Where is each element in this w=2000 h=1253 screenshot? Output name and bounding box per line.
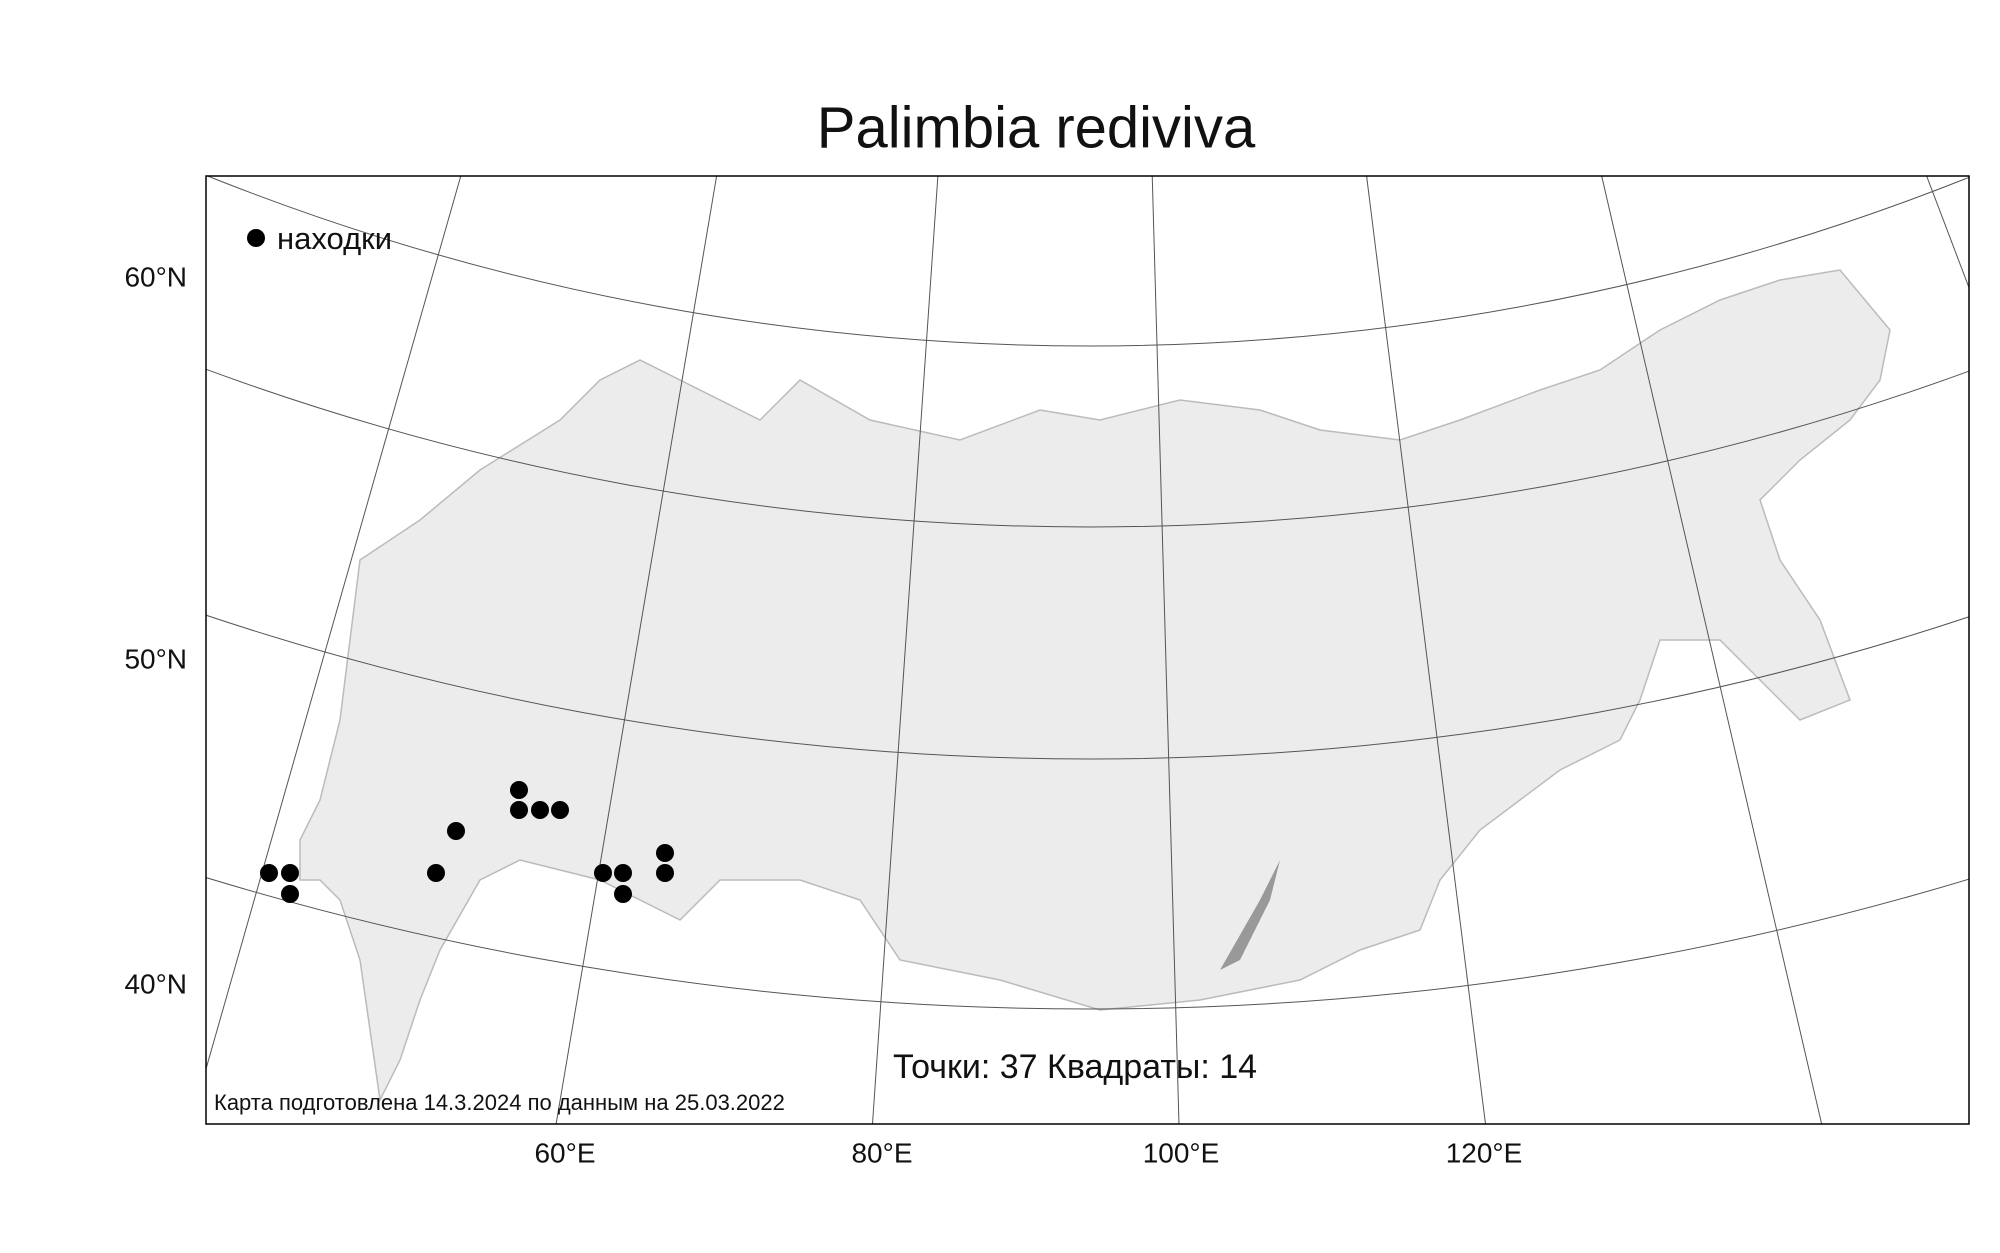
lon-label: 80°E (851, 1137, 912, 1168)
lat-label: 60°N (124, 261, 187, 292)
lat-label: 50°N (124, 643, 187, 674)
lat-label: 40°N (124, 968, 187, 999)
lon-label: 100°E (1143, 1137, 1220, 1168)
lon-label: 60°E (534, 1137, 595, 1168)
lon-label: 120°E (1446, 1137, 1523, 1168)
legend-label: находки (277, 221, 392, 256)
stats: Точки: 37 Квадраты: 14 (893, 1048, 1257, 1086)
legend-marker (247, 229, 265, 247)
land (299, 269, 1891, 1103)
map-title: Palimbia rediviva (817, 95, 1256, 160)
frame (205, 175, 1970, 1125)
finds (260, 781, 674, 903)
map-body (206, 176, 1969, 1124)
footer: Карта подготовлена 14.3.2024 по данным н… (214, 1090, 785, 1115)
